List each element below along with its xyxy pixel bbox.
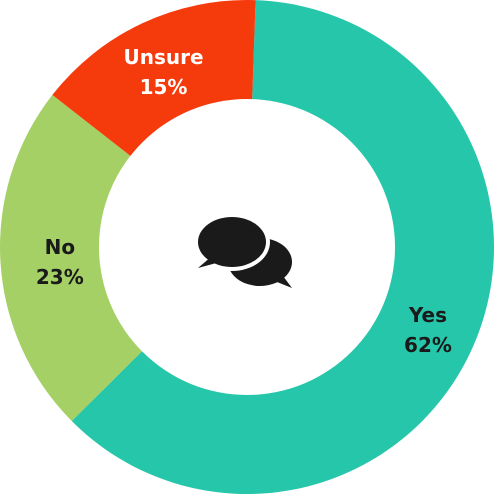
slice-label-yes: Yes xyxy=(408,303,447,327)
speech-bubbles-icon xyxy=(194,213,292,288)
slice-value-no: 23% xyxy=(36,265,84,289)
slice-value-yes: 62% xyxy=(404,333,452,357)
slice-value-unsure: 15% xyxy=(140,75,188,99)
slice-label-no: No xyxy=(45,235,75,259)
labels-group: Yes 62% No 23% Unsure 15% xyxy=(36,45,452,357)
slice-label-unsure: Unsure xyxy=(124,45,204,69)
